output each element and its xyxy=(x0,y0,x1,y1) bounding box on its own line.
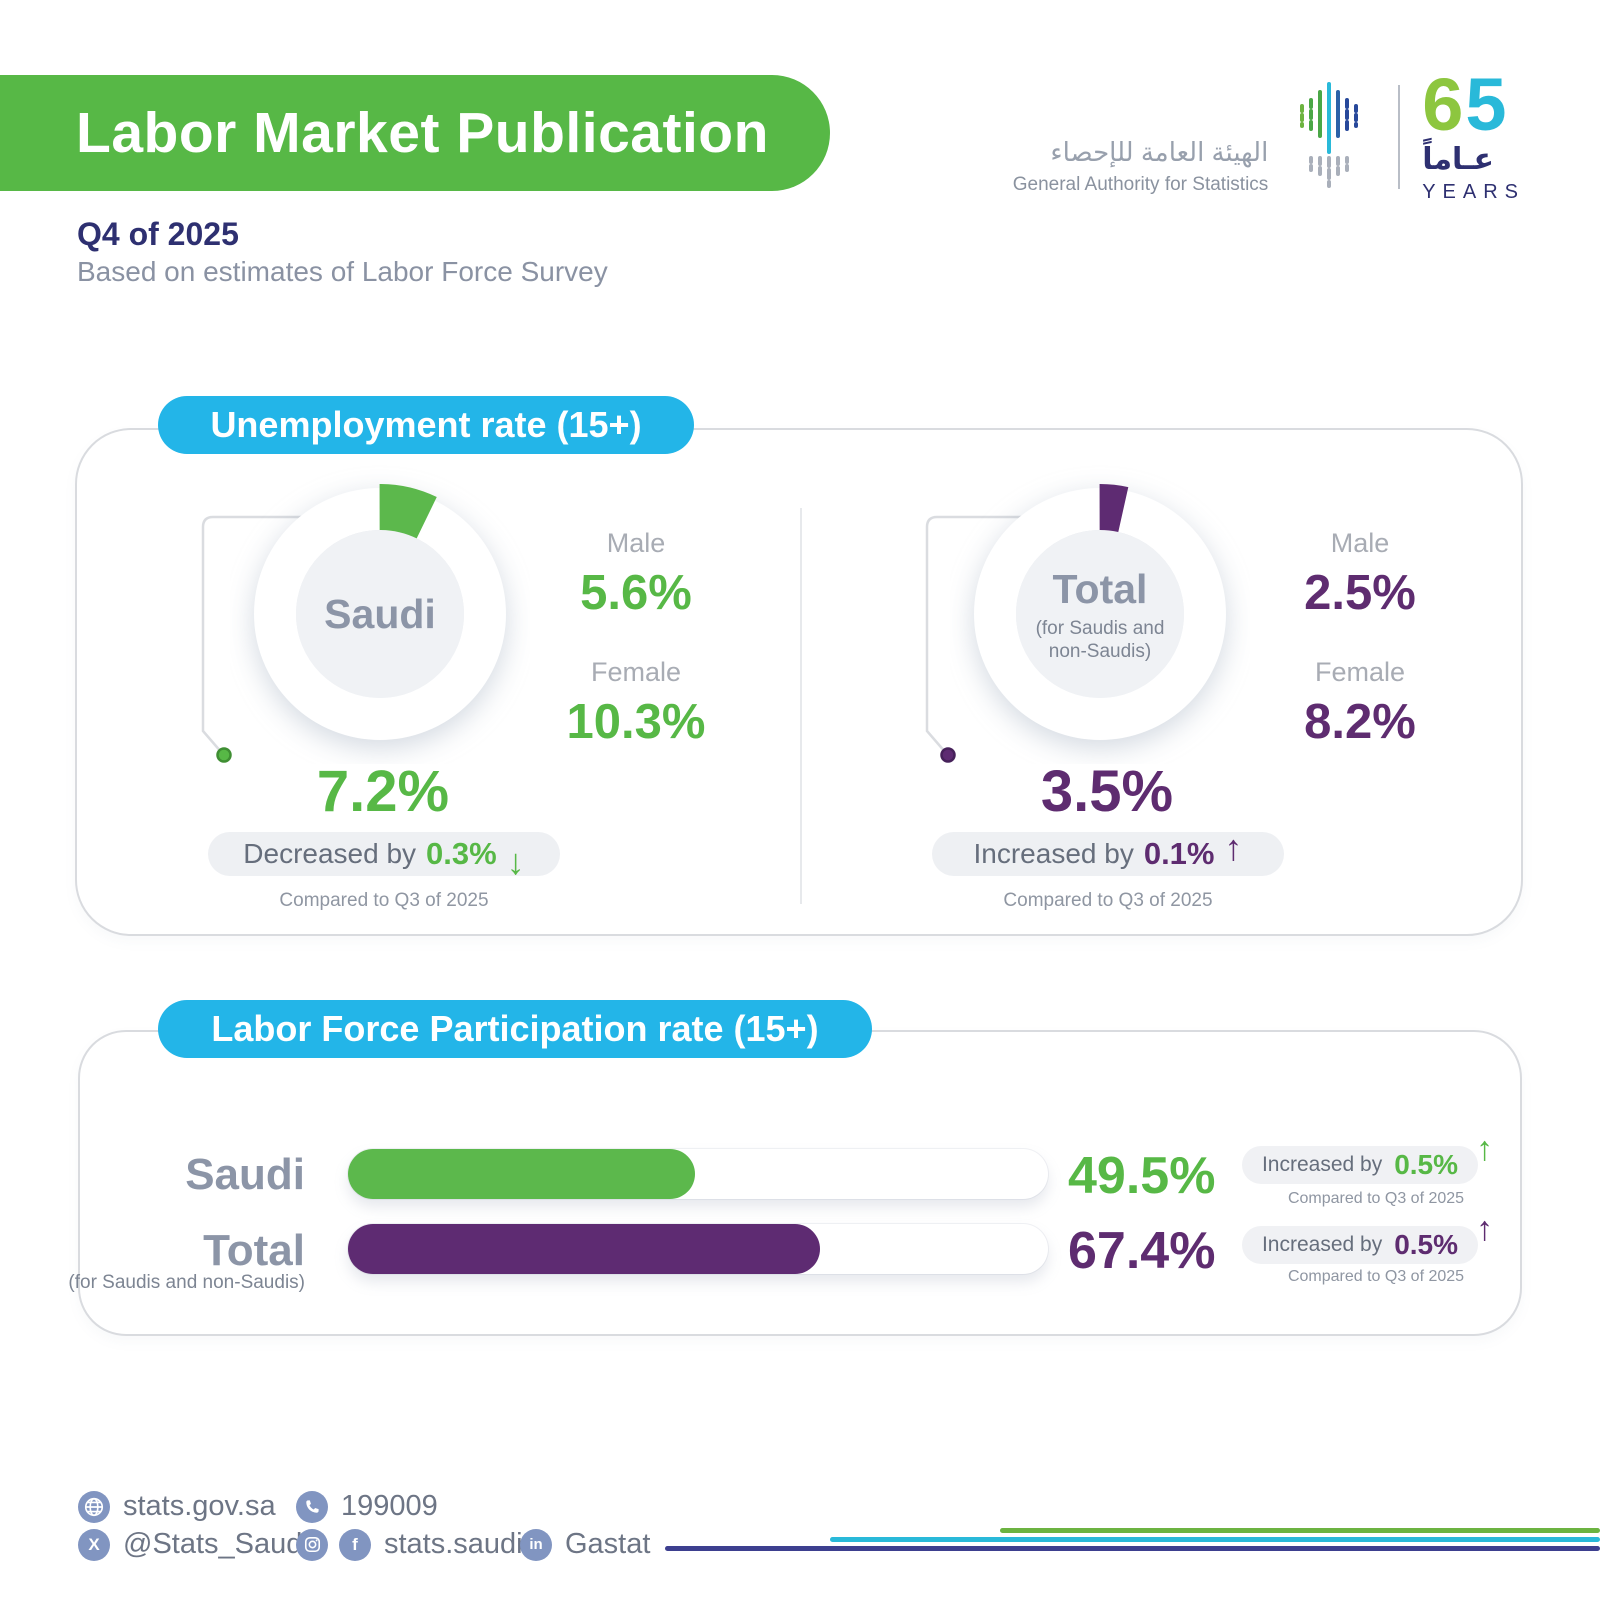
brand-english-name: General Authority for Statistics xyxy=(1012,173,1269,195)
participation-saudi-value: 49.5% xyxy=(1068,1147,1216,1205)
saudi-change-text: Decreased by xyxy=(243,838,417,869)
total-increase-arrow-icon: ↑ xyxy=(1224,827,1243,868)
decorative-line-cyan xyxy=(830,1537,1600,1542)
saudi-female-value: 10.3% xyxy=(566,695,706,749)
participation-total-compare-note: Compared to Q3 of 2025 xyxy=(1287,1268,1465,1285)
participation-total-bar xyxy=(348,1224,820,1274)
saudi-male-value: 5.6% xyxy=(580,566,692,620)
total-rate: 3.5% xyxy=(1040,759,1174,824)
participation-total-label: Total xyxy=(203,1226,305,1275)
participation-total-change-value: 0.5% xyxy=(1394,1229,1459,1260)
participation-saudi-bar xyxy=(348,1149,695,1199)
anniversary-arabic: عـاماً xyxy=(1422,143,1495,176)
title-banner: Labor Market Publication xyxy=(0,75,830,191)
phone-contact[interactable]: 199009 xyxy=(296,1490,438,1523)
anniversary-logo: 65 عـاماً YEARS xyxy=(1422,68,1525,204)
phone-number: 199009 xyxy=(341,1490,438,1522)
x-contact[interactable]: X @Stats_Saudi xyxy=(78,1528,309,1561)
participation-saudi-change-badge: Increased by 0.5% xyxy=(1242,1146,1478,1184)
unemployment-section-header: Unemployment rate (15+) xyxy=(158,396,694,454)
participation-section-title: Labor Force Participation rate (15+) xyxy=(211,1008,819,1049)
participation-saudi-label: Saudi xyxy=(185,1150,305,1199)
participation-saudi-increase-arrow-icon: ↑ xyxy=(1476,1130,1493,1168)
total-male-value: 2.5% xyxy=(1304,566,1416,620)
gastat-brand: الهيئة العامة للإحصاء General Authority … xyxy=(1005,68,1525,204)
participation-total-sublabel: (for Saudis and non-Saudis) xyxy=(68,1272,305,1293)
anniversary-digit-6: 6 xyxy=(1422,63,1466,146)
participation-total-bar-track xyxy=(348,1224,1048,1274)
total-donut-label: Total xyxy=(1052,565,1148,612)
participation-saudi-change-value: 0.5% xyxy=(1394,1149,1459,1180)
participation-total-change-badge: Increased by 0.5% xyxy=(1242,1226,1478,1264)
x-handle: @Stats_Saudi xyxy=(123,1528,309,1560)
saudi-donut-arc xyxy=(250,484,510,744)
total-change-value: 0.1% xyxy=(1143,836,1215,871)
saudi-female-label: Female xyxy=(590,657,682,687)
quarter-label: Q4 of 2025 xyxy=(77,216,239,252)
saudi-change-value: 0.3% xyxy=(426,836,497,871)
saudi-change-badge: Decreased by 0.3% ↓ xyxy=(208,832,560,882)
linkedin-handle: Gastat xyxy=(565,1528,651,1560)
decorative-line-green xyxy=(1000,1528,1600,1533)
participation-section-header: Labor Force Participation rate (15+) xyxy=(158,1000,872,1058)
total-donut-center: Total (for Saudis and non-Saudis) xyxy=(950,464,1250,764)
x-twitter-icon: X xyxy=(78,1528,110,1561)
website-url: stats.gov.sa xyxy=(123,1490,276,1522)
anniversary-years-label: YEARS xyxy=(1422,181,1525,203)
saudi-decrease-arrow-icon: ↓ xyxy=(506,841,525,882)
decorative-line-navy xyxy=(665,1546,1600,1551)
saudi-gauge-callout-bracket xyxy=(201,515,313,763)
total-donut-arc xyxy=(970,484,1230,744)
anniversary-digit-5: 5 xyxy=(1465,63,1509,146)
anniversary-number: 65 xyxy=(1422,68,1525,142)
saudi-donut-center: Saudi xyxy=(230,464,530,764)
total-change-text: Increased by xyxy=(973,838,1134,869)
participation-saudi-change-text: Increased by xyxy=(1261,1153,1383,1176)
page-title: Labor Market Publication xyxy=(76,101,769,165)
social-contact[interactable]: f stats.saudi xyxy=(296,1528,523,1561)
participation-total-value: 67.4% xyxy=(1068,1222,1216,1280)
subtitle: Based on estimates of Labor Force Survey xyxy=(77,256,608,287)
participation-saudi-compare-note: Compared to Q3 of 2025 xyxy=(1287,1190,1465,1207)
unemployment-section-title: Unemployment rate (15+) xyxy=(210,404,642,445)
brand-arabic-name: الهيئة العامة للإحصاء xyxy=(1050,136,1269,167)
total-female-value: 8.2% xyxy=(1304,695,1416,749)
total-compare-note: Compared to Q3 of 2025 xyxy=(1003,890,1213,911)
saudi-male-label: Male xyxy=(606,528,666,558)
linkedin-icon: in xyxy=(520,1528,552,1561)
linkedin-contact[interactable]: in Gastat xyxy=(520,1528,650,1561)
globe-icon xyxy=(78,1490,110,1523)
total-unemployment-donut xyxy=(970,484,1230,744)
brand-divider xyxy=(1398,85,1401,189)
saudi-total-rate: 7.2% xyxy=(316,759,450,824)
gastat-palm-logo-icon xyxy=(1286,74,1372,200)
total-female-label: Female xyxy=(1314,657,1406,687)
unemployment-card-divider xyxy=(800,508,802,904)
saudi-gender-stats: Male 5.6% Female 10.3% xyxy=(541,528,731,750)
participation-saudi-bar-track xyxy=(348,1149,1048,1199)
total-gauge-callout-bracket xyxy=(925,515,1037,763)
website-contact[interactable]: stats.gov.sa xyxy=(78,1490,276,1523)
phone-icon xyxy=(296,1490,328,1523)
total-male-label: Male xyxy=(1330,528,1390,558)
total-donut-sublabel: (for Saudis and non-Saudis) xyxy=(1035,617,1165,662)
participation-total-change-text: Increased by xyxy=(1261,1233,1383,1256)
saudi-donut-label: Saudi xyxy=(324,590,436,637)
instagram-icon xyxy=(296,1528,328,1561)
total-gender-stats: Male 2.5% Female 8.2% xyxy=(1265,528,1455,750)
participation-total-increase-arrow-icon: ↑ xyxy=(1476,1210,1493,1248)
brand-names: الهيئة العامة للإحصاء General Authority … xyxy=(1005,79,1269,196)
saudi-compare-note: Compared to Q3 of 2025 xyxy=(279,890,489,911)
saudi-unemployment-donut xyxy=(250,484,510,744)
facebook-icon: f xyxy=(339,1528,371,1561)
social-handle: stats.saudi xyxy=(384,1528,523,1560)
total-change-badge: Increased by 0.1% ↑ xyxy=(932,827,1284,876)
